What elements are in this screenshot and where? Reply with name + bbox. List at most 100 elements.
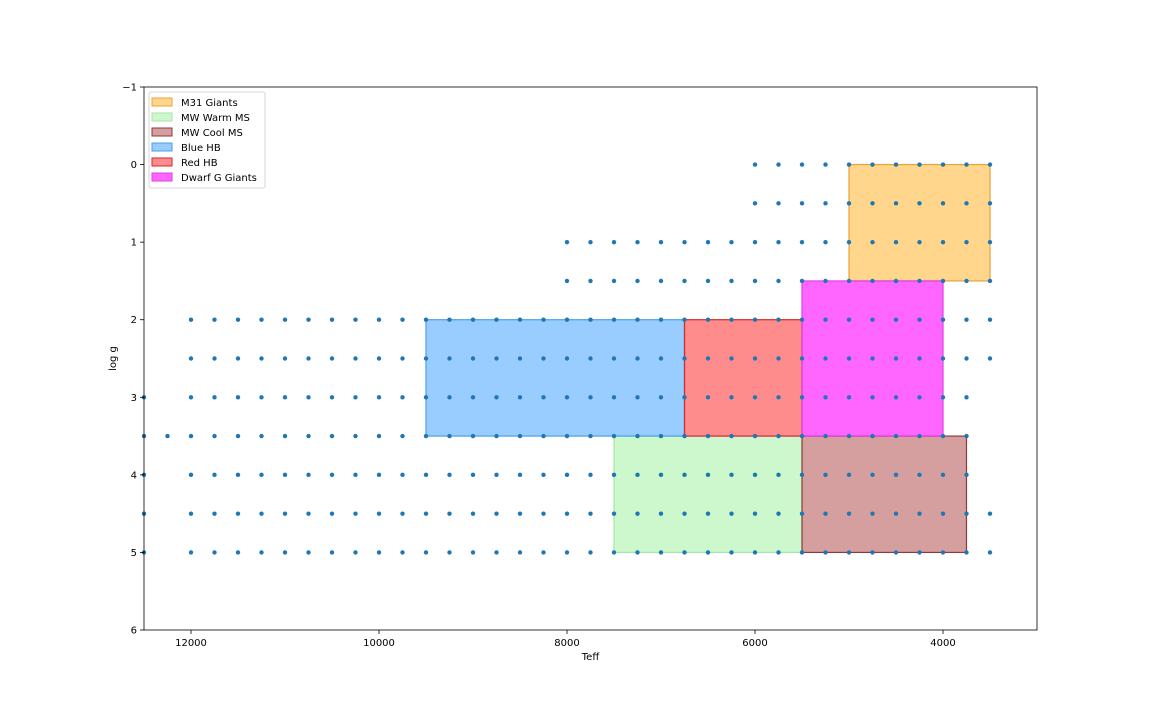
y-tick-label: 0	[131, 160, 137, 171]
data-point	[447, 395, 452, 400]
data-point	[658, 317, 664, 322]
data-point	[423, 433, 429, 439]
data-point	[658, 511, 664, 516]
data-point	[870, 472, 875, 478]
data-point	[870, 162, 875, 167]
points-layer	[141, 162, 993, 555]
data-point	[306, 511, 311, 516]
data-point	[823, 356, 828, 361]
data-point	[470, 356, 476, 361]
data-point	[423, 472, 429, 478]
data-point	[823, 550, 828, 555]
data-point	[846, 511, 852, 516]
data-point	[259, 317, 264, 322]
region-m31-giants	[848, 163, 991, 282]
data-point	[964, 278, 969, 284]
data-point	[846, 239, 852, 245]
data-point	[940, 162, 946, 167]
data-point	[306, 317, 311, 322]
data-point	[658, 239, 664, 245]
data-point	[940, 550, 946, 555]
data-point	[846, 317, 852, 322]
data-point	[329, 395, 335, 400]
y-axis: −1 0 1 2 3 4 5 6	[122, 83, 144, 637]
data-point	[846, 201, 852, 206]
data-point	[752, 550, 758, 555]
data-point	[353, 433, 358, 439]
data-point	[846, 433, 852, 439]
data-point	[611, 278, 617, 284]
data-point	[635, 433, 640, 439]
data-point	[588, 472, 593, 478]
data-point	[494, 356, 499, 361]
data-point	[658, 395, 664, 400]
data-point	[212, 395, 217, 400]
data-point	[799, 433, 805, 439]
data-point	[752, 278, 758, 284]
data-point	[917, 317, 922, 322]
legend-swatch	[151, 142, 173, 152]
data-point	[588, 278, 593, 284]
data-point	[893, 239, 899, 245]
data-point	[611, 511, 617, 516]
data-point	[423, 395, 429, 400]
data-point	[799, 162, 805, 167]
data-point	[564, 472, 570, 478]
data-point	[564, 356, 570, 361]
data-point	[752, 317, 758, 322]
data-point	[282, 511, 288, 516]
data-point	[658, 278, 664, 284]
data-point	[611, 433, 617, 439]
data-point	[799, 395, 805, 400]
data-point	[259, 472, 264, 478]
data-point	[423, 511, 429, 516]
data-point	[682, 317, 687, 322]
data-point	[705, 395, 711, 400]
data-point	[212, 356, 217, 361]
data-point	[799, 472, 805, 478]
data-point	[376, 433, 382, 439]
data-point	[564, 550, 570, 555]
data-point	[400, 511, 405, 516]
data-point	[823, 162, 828, 167]
data-point	[823, 395, 828, 400]
data-point	[235, 395, 241, 400]
data-point	[212, 550, 217, 555]
data-point	[823, 317, 828, 322]
data-point	[823, 433, 828, 439]
data-point	[494, 472, 499, 478]
data-point	[588, 395, 593, 400]
data-point	[870, 511, 875, 516]
data-point	[846, 356, 852, 361]
y-tick-label: 6	[131, 626, 137, 637]
legend-label: Blue HB	[181, 143, 221, 154]
data-point	[799, 201, 805, 206]
data-point	[400, 356, 405, 361]
data-point	[423, 550, 429, 555]
data-point	[494, 317, 499, 322]
legend-label: Red HB	[181, 158, 218, 169]
data-point	[964, 550, 969, 555]
data-point	[212, 511, 217, 516]
data-point	[353, 356, 358, 361]
data-point	[823, 511, 828, 516]
data-point	[282, 356, 288, 361]
data-point	[776, 356, 781, 361]
data-point	[893, 433, 899, 439]
data-point	[776, 511, 781, 516]
data-point	[893, 317, 899, 322]
data-point	[729, 317, 734, 322]
data-point	[423, 317, 429, 322]
data-point	[494, 433, 499, 439]
data-point	[611, 472, 617, 478]
data-point	[259, 395, 264, 400]
data-point	[400, 550, 405, 555]
data-point	[282, 317, 288, 322]
data-point	[823, 239, 828, 245]
data-point	[893, 162, 899, 167]
data-point	[517, 472, 523, 478]
data-point	[635, 395, 640, 400]
data-point	[282, 433, 288, 439]
data-point	[329, 511, 335, 516]
